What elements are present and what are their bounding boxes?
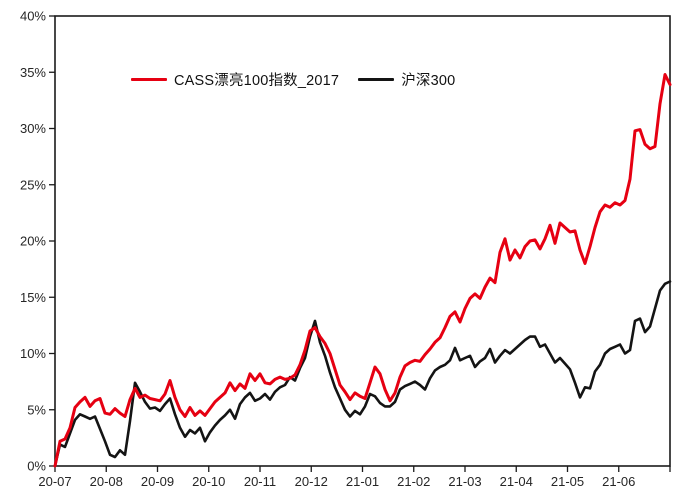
- x-axis-label: 21-01: [346, 474, 379, 489]
- y-axis-label: 0%: [27, 459, 46, 474]
- x-axis-label: 20-10: [192, 474, 225, 489]
- y-axis-label: 40%: [20, 9, 46, 24]
- y-axis-label: 15%: [20, 290, 46, 305]
- x-axis-label: 21-03: [448, 474, 481, 489]
- y-axis-label: 5%: [27, 402, 46, 417]
- y-axis-label: 10%: [20, 346, 46, 361]
- legend-label-cass100: CASS漂亮100指数_2017: [174, 73, 340, 89]
- legend-item-cass100: CASS漂亮100指数_2017: [131, 69, 339, 90]
- x-axis-label: 21-02: [397, 474, 430, 489]
- black-line-swatch-icon: [358, 78, 395, 81]
- series-line-hs300: [53, 280, 672, 468]
- y-axis-label: 25%: [20, 177, 46, 192]
- red-line-swatch-icon: [131, 78, 167, 81]
- x-axis-label: 20-11: [244, 474, 276, 489]
- x-axis-label: 20-07: [38, 474, 71, 489]
- y-axis-label: 20%: [20, 234, 46, 249]
- y-axis-label: 30%: [20, 121, 46, 136]
- x-axis-label: 21-04: [500, 474, 533, 489]
- x-axis-label: 21-05: [551, 474, 584, 489]
- x-axis-label: 20-12: [295, 474, 328, 489]
- y-axis-label: 35%: [20, 65, 46, 80]
- legend-label-hs300: 沪深300: [401, 73, 456, 89]
- x-axis-label: 20-08: [90, 474, 123, 489]
- legend-item-hs300: 沪深300: [358, 69, 455, 90]
- x-axis-label: 21-06: [602, 474, 635, 489]
- legend: CASS漂亮100指数_2017 沪深300: [131, 69, 455, 90]
- series-line-cass100: [53, 73, 672, 468]
- x-axis-label: 20-09: [141, 474, 174, 489]
